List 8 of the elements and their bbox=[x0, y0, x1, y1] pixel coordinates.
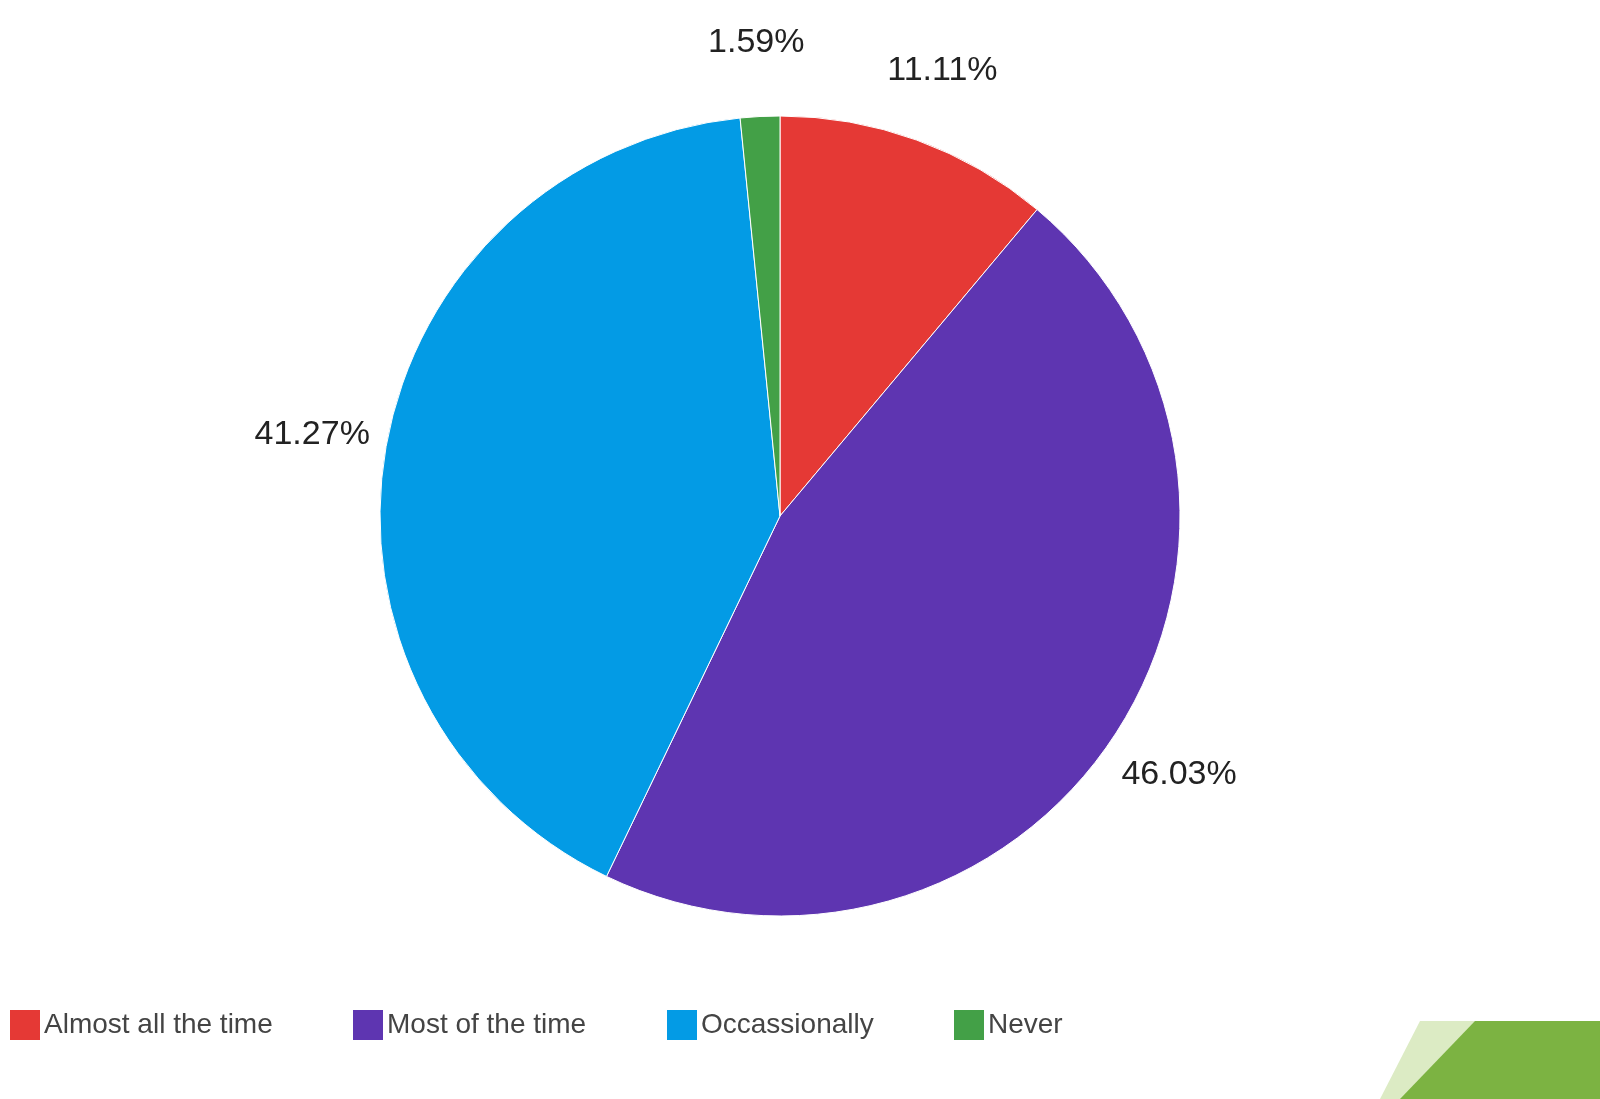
data-label: 46.03% bbox=[1121, 752, 1237, 791]
legend-label: Never bbox=[988, 1008, 1063, 1039]
data-label: 11.11% bbox=[887, 48, 998, 87]
data-label: 1.59% bbox=[708, 20, 805, 59]
legend-label: Occassionally bbox=[701, 1008, 874, 1039]
legend-label: Most of the time bbox=[387, 1008, 587, 1039]
data-label: 41.27% bbox=[254, 412, 370, 451]
legend-label: Almost all the time bbox=[44, 1008, 273, 1039]
